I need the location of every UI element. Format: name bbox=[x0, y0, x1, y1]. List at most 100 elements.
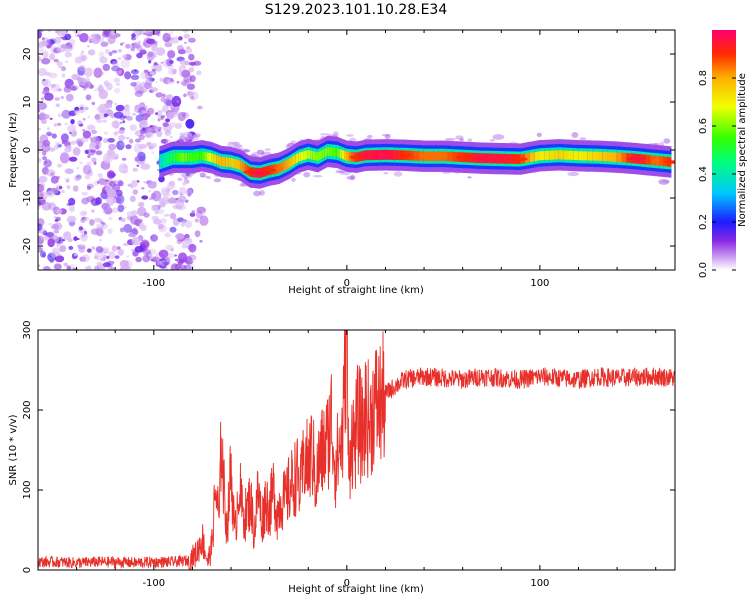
noise-speckle bbox=[91, 157, 97, 163]
ridge-halo bbox=[259, 190, 265, 196]
noise-speckle bbox=[160, 218, 167, 224]
ridge-cell bbox=[235, 159, 239, 170]
noise-speckle bbox=[102, 119, 107, 123]
ridge-cell bbox=[201, 151, 205, 161]
noise-speckle bbox=[124, 104, 130, 108]
noise-speckle bbox=[81, 50, 84, 53]
noise-speckle bbox=[62, 231, 72, 240]
noise-speckle bbox=[54, 255, 65, 263]
noise-speckle bbox=[168, 68, 177, 76]
noise-speckle bbox=[60, 43, 67, 50]
noise-speckle bbox=[182, 82, 188, 86]
ridge-halo bbox=[251, 151, 260, 158]
noise-speckle bbox=[94, 251, 104, 261]
ridge-halo bbox=[193, 133, 201, 138]
ridge-cell bbox=[592, 151, 599, 161]
noise-speckle bbox=[165, 244, 174, 251]
noise-speckle bbox=[38, 264, 41, 267]
noise-speckle bbox=[87, 155, 91, 159]
noise-speckle bbox=[174, 106, 180, 112]
noise-speckle bbox=[146, 107, 155, 115]
ridge-peak bbox=[513, 157, 528, 161]
noise-speckle bbox=[91, 209, 95, 213]
y-tick-label: 0 bbox=[22, 567, 33, 573]
noise-speckle bbox=[111, 50, 118, 54]
noise-speckle bbox=[162, 192, 169, 197]
ridge-cell bbox=[175, 153, 179, 162]
noise-speckle bbox=[157, 115, 161, 119]
noise-speckle bbox=[91, 130, 98, 134]
noise-speckle bbox=[146, 127, 155, 137]
noise-speckle bbox=[74, 110, 79, 115]
y-tick-label: 200 bbox=[22, 400, 33, 419]
ridge-peak bbox=[275, 166, 284, 170]
noise-speckle bbox=[73, 236, 78, 241]
ridge-peak bbox=[373, 153, 398, 157]
noise-speckle bbox=[145, 30, 151, 35]
ridge-peak bbox=[420, 154, 429, 158]
x-tick-label: 0 bbox=[344, 278, 350, 289]
noise-speckle bbox=[148, 85, 153, 89]
noise-speckle bbox=[95, 246, 104, 253]
noise-speckle bbox=[57, 113, 63, 118]
ridge-cell bbox=[602, 151, 608, 162]
noise-speckle bbox=[125, 43, 131, 49]
noise-speckle bbox=[56, 61, 63, 67]
ridge-cell bbox=[324, 147, 328, 158]
noise-speckle bbox=[46, 169, 56, 177]
noise-speckle bbox=[114, 255, 120, 259]
noise-speckle bbox=[104, 179, 109, 182]
ridge-cell bbox=[213, 154, 217, 165]
noise-speckle bbox=[162, 122, 169, 127]
noise-speckle bbox=[109, 180, 116, 187]
noise-speckle bbox=[108, 143, 117, 151]
ridge-cell bbox=[534, 151, 541, 162]
noise-speckle bbox=[72, 147, 81, 156]
noise-speckle bbox=[164, 256, 171, 261]
noise-speckle bbox=[68, 245, 74, 250]
noise-speckle bbox=[53, 215, 57, 219]
noise-speckle bbox=[140, 71, 149, 80]
ridge-peak bbox=[250, 171, 270, 175]
noise-speckle bbox=[129, 195, 136, 203]
noise-speckle bbox=[94, 265, 100, 270]
noise-speckle bbox=[80, 121, 83, 124]
noise-speckle bbox=[65, 93, 74, 102]
colorbar-tick-label: 0.2 bbox=[698, 214, 709, 230]
ridge-cell bbox=[607, 152, 613, 162]
ridge-peak bbox=[356, 153, 377, 158]
ridge-halo bbox=[536, 132, 542, 138]
ridge-cell bbox=[162, 155, 167, 165]
ridge-peak bbox=[626, 156, 647, 161]
noise-speckle bbox=[182, 131, 193, 141]
noise-speckle bbox=[126, 255, 130, 258]
noise-speckle bbox=[192, 134, 199, 141]
ridge-peak bbox=[491, 156, 512, 161]
ridge-halo bbox=[181, 172, 193, 179]
noise-speckle bbox=[176, 80, 180, 84]
noise-speckle bbox=[41, 143, 51, 153]
noise-speckle bbox=[182, 30, 190, 33]
ridge-halo bbox=[264, 148, 271, 151]
noise-speckle bbox=[121, 157, 127, 161]
noise-speckle bbox=[178, 36, 183, 41]
noise-speckle bbox=[138, 106, 147, 117]
noise-speckle bbox=[128, 138, 134, 144]
noise-speckle bbox=[199, 240, 203, 243]
ridge-cell bbox=[166, 154, 170, 164]
noise-speckle bbox=[46, 131, 52, 137]
ridge-cell bbox=[216, 154, 220, 166]
ridge-halo bbox=[213, 178, 222, 183]
ridge-cell bbox=[233, 158, 237, 169]
noise-speckle bbox=[44, 92, 54, 101]
noise-speckle bbox=[47, 238, 55, 248]
noise-speckle bbox=[108, 217, 113, 220]
noise-speckle bbox=[63, 262, 69, 267]
noise-speckle bbox=[38, 204, 41, 210]
ridge-cell bbox=[558, 150, 565, 160]
noise-speckle bbox=[46, 44, 52, 49]
ridge-cell bbox=[529, 151, 536, 163]
ridge-halo bbox=[313, 175, 323, 178]
noise-speckle bbox=[135, 114, 143, 122]
noise-speckle bbox=[101, 223, 108, 230]
